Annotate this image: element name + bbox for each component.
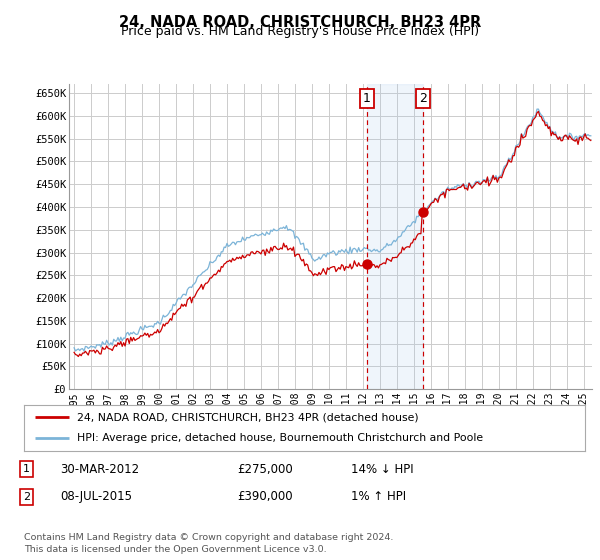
Text: £390,000: £390,000 [237,490,293,503]
Text: £275,000: £275,000 [237,463,293,476]
Bar [367,84,422,389]
Text: 1: 1 [23,464,30,474]
Text: 30-MAR-2012: 30-MAR-2012 [60,463,139,476]
Text: 2: 2 [23,492,30,502]
Text: 24, NADA ROAD, CHRISTCHURCH, BH23 4PR (detached house): 24, NADA ROAD, CHRISTCHURCH, BH23 4PR (d… [77,412,419,422]
Text: Contains HM Land Registry data © Crown copyright and database right 2024.
This d: Contains HM Land Registry data © Crown c… [24,533,394,554]
Text: 1% ↑ HPI: 1% ↑ HPI [351,490,406,503]
Text: HPI: Average price, detached house, Bournemouth Christchurch and Poole: HPI: Average price, detached house, Bour… [77,433,484,444]
Text: 1: 1 [363,92,371,105]
Text: 2: 2 [419,92,427,105]
Text: 24, NADA ROAD, CHRISTCHURCH, BH23 4PR: 24, NADA ROAD, CHRISTCHURCH, BH23 4PR [119,15,481,30]
Text: Price paid vs. HM Land Registry's House Price Index (HPI): Price paid vs. HM Land Registry's House … [121,25,479,38]
Text: 08-JUL-2015: 08-JUL-2015 [60,490,132,503]
Text: 14% ↓ HPI: 14% ↓ HPI [351,463,413,476]
